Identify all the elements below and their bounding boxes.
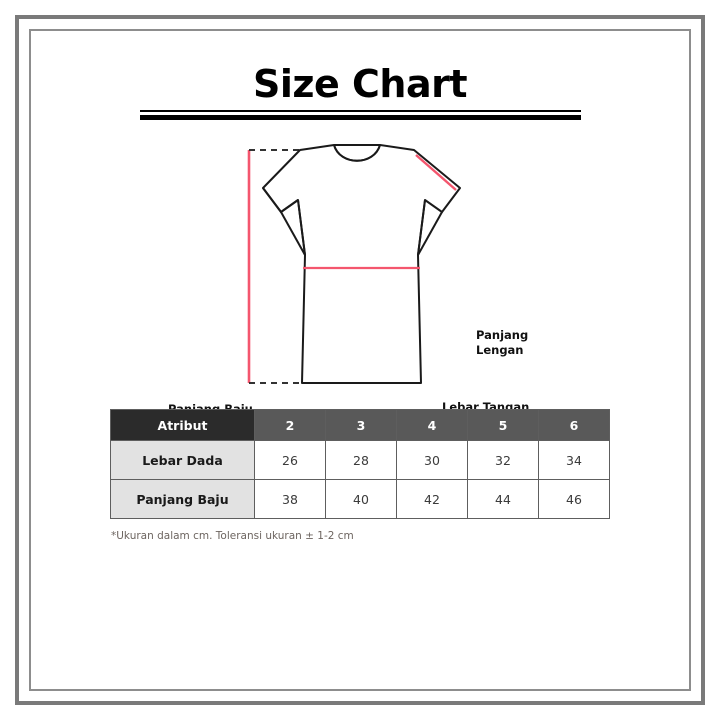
header-cell-size-6: 6 [538, 409, 610, 441]
size-table: Atribut 2 3 4 5 6 Lebar Dada 26 28 30 32… [110, 409, 610, 519]
collar-curve [333, 144, 381, 162]
row-label-panjang-baju: Panjang Baju [110, 479, 255, 519]
title-divider-gap [140, 112, 581, 115]
cell-lebar-dada-5: 32 [467, 440, 539, 480]
row-label-lebar-dada: Lebar Dada [110, 440, 255, 480]
title-divider [140, 110, 581, 120]
cell-panjang-baju-4: 42 [396, 479, 468, 519]
page-title: Size Chart [252, 62, 468, 106]
cell-lebar-dada-2: 26 [254, 440, 326, 480]
shirt-body-outline [262, 144, 461, 384]
header-cell-size-4: 4 [396, 409, 468, 441]
cell-panjang-baju-3: 40 [325, 479, 397, 519]
t-shirt-illustration-svg [247, 144, 461, 384]
cell-lebar-dada-4: 30 [396, 440, 468, 480]
size-table-head: Atribut 2 3 4 5 6 [110, 409, 610, 441]
cell-panjang-baju-5: 44 [467, 479, 539, 519]
label-panjang-lengan-line2: Lengan [476, 343, 524, 357]
cell-lebar-dada-3: 28 [325, 440, 397, 480]
cell-panjang-baju-2: 38 [254, 479, 326, 519]
title-divider-thick-line [140, 115, 581, 120]
left-sleeve-seam [297, 199, 306, 256]
cell-lebar-dada-6: 34 [538, 440, 610, 480]
right-sleeve-seam [417, 199, 426, 256]
header-cell-size-3: 3 [325, 409, 397, 441]
header-cell-size-5: 5 [467, 409, 539, 441]
right-underarm-line [417, 211, 443, 256]
table-row: Panjang Baju 38 40 42 44 46 [110, 479, 610, 519]
label-panjang-lengan-line1: Panjang [476, 328, 529, 342]
left-underarm-line [280, 211, 306, 256]
label-panjang-lengan: Panjang Lengan [476, 328, 528, 358]
size-table-body: Lebar Dada 26 28 30 32 34 Panjang Baju 3… [110, 440, 610, 519]
t-shirt-measurement-diagram: Panjang Baju Lebar Dada Panjang Lengan L… [150, 140, 570, 421]
cell-panjang-baju-6: 46 [538, 479, 610, 519]
table-row: Lebar Dada 26 28 30 32 34 [110, 440, 610, 480]
title-divider-thin-line [140, 110, 581, 112]
header-cell-size-2: 2 [254, 409, 326, 441]
size-table-header-row: Atribut 2 3 4 5 6 [110, 409, 610, 441]
panjang-lengan-measure-line [415, 154, 457, 191]
header-cell-attribute: Atribut [110, 409, 255, 441]
footnote-text: *Ukuran dalam cm. Toleransi ukuran ± 1-2… [111, 530, 354, 542]
